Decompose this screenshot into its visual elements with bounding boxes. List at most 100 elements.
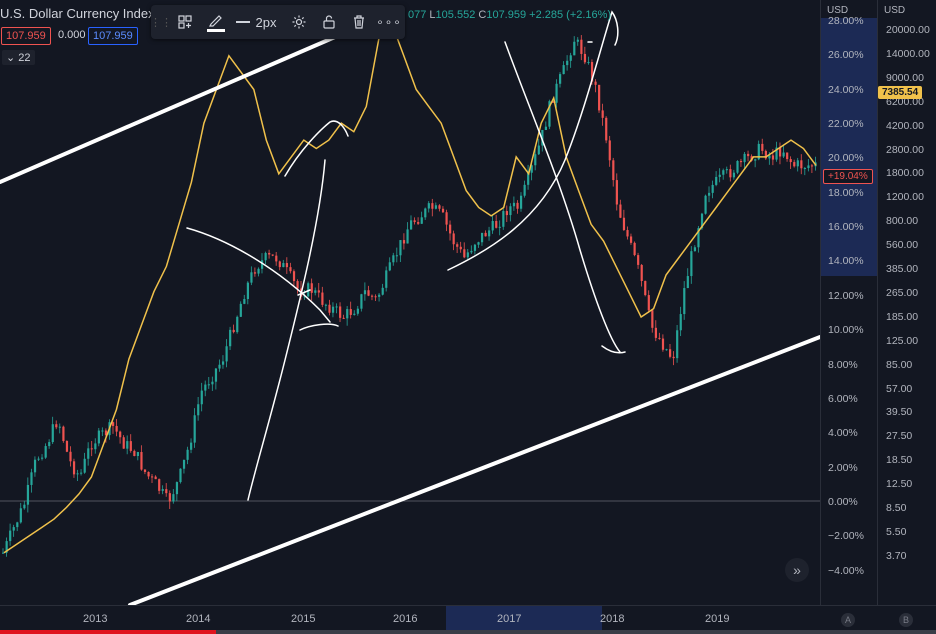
template-button[interactable] <box>171 5 199 39</box>
candle-body <box>775 147 778 160</box>
candle-body <box>715 176 718 185</box>
candle-body <box>796 160 799 167</box>
candle-body <box>512 202 516 207</box>
candle-body <box>51 424 54 443</box>
candle-body <box>62 426 65 441</box>
bid-price-box[interactable]: 107.959 <box>1 27 51 45</box>
time-axis[interactable]: 2013 2014 2015 2016 2017 2018 2019 A B <box>0 605 936 634</box>
ohlc-legend: 077 L105.552 C107.959 +2.285 (+2.16%) <box>408 9 611 21</box>
candle-body <box>480 232 484 243</box>
candle-body <box>97 430 100 444</box>
drag-handle-icon[interactable]: ⋮⋮ <box>150 16 172 29</box>
price-axis-label: 57.00 <box>886 382 913 395</box>
indicators-collapse-button[interactable]: ⌄ 22 <box>2 50 35 65</box>
auto-scale-button[interactable]: A <box>841 613 855 627</box>
candle-body <box>12 527 15 531</box>
price-chart-canvas[interactable] <box>0 0 820 605</box>
line-width-button[interactable]: 2px <box>233 5 279 39</box>
settings-button[interactable] <box>285 5 313 39</box>
candle-body <box>296 281 299 289</box>
time-axis-label: 2014 <box>186 613 211 625</box>
candle-body <box>786 152 789 160</box>
candle-body <box>654 327 657 338</box>
lock-button[interactable] <box>315 5 343 39</box>
candle-body <box>541 129 544 146</box>
delete-button[interactable] <box>345 5 373 39</box>
drawing-toolbar: ⋮⋮ 2px ∘∘∘ <box>150 5 405 39</box>
candle-body <box>410 220 413 230</box>
candle-body <box>644 281 647 296</box>
candle-body <box>41 457 44 459</box>
candle-body <box>151 476 154 478</box>
candle-body <box>349 309 352 315</box>
candle-body <box>778 147 782 157</box>
candle-body <box>757 143 760 160</box>
candle-body <box>275 255 278 262</box>
candle-body <box>803 168 807 170</box>
candle-body <box>527 172 530 185</box>
change-percent-tag: +19.04% <box>823 169 873 184</box>
candle-body <box>491 220 494 231</box>
candle-body <box>395 255 399 257</box>
candle-body <box>697 228 700 248</box>
candle-body <box>569 55 572 61</box>
candle-body <box>576 39 579 42</box>
candle-body <box>129 441 132 451</box>
candle-body <box>321 292 324 305</box>
candle-body <box>179 468 182 483</box>
candle-body <box>661 338 665 350</box>
candle-body <box>665 349 668 351</box>
candle-body <box>115 425 118 432</box>
price-axis-label: 125.00 <box>886 334 919 347</box>
percent-price-axis[interactable]: USD 28.00% 26.00% 24.00% 22.00% 20.00% 18.00%… <box>820 0 878 605</box>
axis-range-highlight <box>821 18 878 276</box>
candle-body <box>615 180 618 205</box>
gear-icon <box>292 15 306 29</box>
trend-line-lower[interactable] <box>128 335 820 605</box>
candle-body <box>736 161 739 173</box>
percent-axis-label: 22.00% <box>828 118 864 131</box>
more-button[interactable]: ∘∘∘ <box>375 5 403 39</box>
candle-body <box>718 174 721 177</box>
candle-body <box>399 240 402 256</box>
candle-body <box>260 260 264 269</box>
color-swatch <box>207 28 225 32</box>
candle-body <box>136 452 140 457</box>
candle-body <box>346 309 349 319</box>
symbol-title[interactable]: U.S. Dollar Currency Index <box>0 6 155 21</box>
candle-body <box>573 41 576 56</box>
candle-body <box>424 208 427 218</box>
candle-body <box>44 446 47 458</box>
candle-body <box>700 213 704 229</box>
log-scale-button[interactable]: B <box>899 613 913 627</box>
candle-body <box>221 361 225 365</box>
candle-body <box>140 452 143 470</box>
candle-body <box>704 195 707 214</box>
time-range-highlight <box>446 606 602 630</box>
price-axis-label: 8.50 <box>886 502 907 514</box>
drawing-annotations <box>0 6 820 605</box>
scroll-to-realtime-button[interactable]: » <box>785 558 809 582</box>
candle-body <box>48 442 51 447</box>
last-price-tag: 7385.54 <box>878 86 923 99</box>
price-axis-label: 12.50 <box>886 478 913 491</box>
price-axis-unit[interactable]: USD <box>884 5 906 16</box>
percent-axis-unit[interactable]: USD <box>827 5 849 16</box>
price-axis[interactable]: USD 20000.00 14000.00 9000.00 6200.00 4200.0… <box>877 0 936 605</box>
time-axis-label: 2019 <box>705 613 730 625</box>
candle-body <box>282 263 285 268</box>
candle-body <box>310 283 313 293</box>
candle-body <box>2 552 5 554</box>
candle-body <box>26 484 30 505</box>
ask-price-box[interactable]: 107.959 <box>88 27 138 45</box>
candle-body <box>537 145 540 155</box>
close-label: C <box>478 9 487 21</box>
candle-body <box>317 290 320 293</box>
line-color-button[interactable] <box>201 5 231 39</box>
chevron-down-icon: ⌄ <box>6 52 19 64</box>
candle-body <box>519 195 523 209</box>
candle-body <box>378 294 381 297</box>
candle-body <box>246 282 249 300</box>
candle-body <box>80 472 83 474</box>
candle-body <box>406 229 409 244</box>
